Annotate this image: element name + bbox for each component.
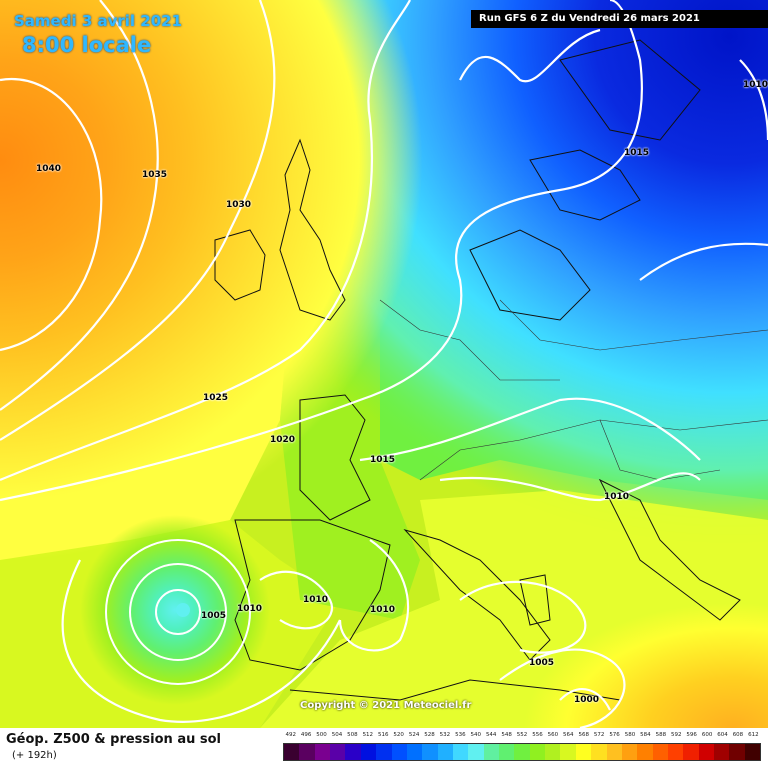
isobar-label: 1025 [203,393,229,403]
low-center-isobars [105,539,251,685]
scale-label: 552 [516,732,528,738]
scale-label: 596 [686,732,697,738]
scale-label: 604 [717,732,728,738]
scale-label: 576 [609,732,620,738]
geopotential-field [0,0,768,728]
color-scale-labels: 492 496 500 504 508 512 516 520 524 528 532 536 540 5… [283,732,761,743]
scale-label: 512 [362,732,374,738]
scale-label: 536 [455,732,466,738]
copyright: Copyright © 2021 Meteociel.fr [300,700,472,711]
scale-label: 600 [701,732,713,738]
scale-swatch [468,744,484,760]
scale-label: 548 [501,732,512,738]
scale-swatch [621,744,638,760]
scale-swatch [744,744,761,760]
legend-title: Géop. Z500 & pression au sol [6,732,221,747]
coastlines [214,39,741,701]
scale-label: 556 [532,732,543,738]
scale-swatch [483,744,500,760]
color-scale-bar [283,743,761,761]
scale-label: 540 [470,732,482,738]
scale-label: 524 [408,732,420,738]
isobar-label: 1040 [36,164,62,174]
scale-swatch [545,744,561,760]
scale-swatch [683,744,699,760]
isobar-label: 1020 [270,435,296,445]
scale-swatch [606,744,622,760]
scale-label: 592 [671,732,682,738]
scale-swatch [637,744,653,760]
scale-swatch [514,744,530,760]
scale-swatch [376,744,392,760]
scale-swatch [575,744,592,760]
scale-swatch [529,744,546,760]
scale-label: 520 [393,732,404,738]
isobar-label: 1010 [237,604,263,614]
model-run-label: Run GFS 6 Z du Vendredi 26 mars 2021 [471,10,768,28]
isobar-label: 1015 [370,455,396,465]
scale-swatch [299,744,315,760]
isobar-label: 1035 [142,170,168,180]
scale-swatch [314,744,331,760]
scale-label: 568 [578,732,589,738]
isobar-label: 1030 [226,200,252,210]
low-iberia [80,515,270,705]
scale-swatch [284,744,300,760]
scale-swatch [591,744,607,760]
isobar-label: 1005 [201,611,227,621]
scale-swatch [360,744,377,760]
scale-swatch [714,744,730,760]
legend-footer: Géop. Z500 & pression au sol (+ 192h) 49… [0,728,768,768]
scale-label: 516 [377,732,389,738]
scale-swatch [437,744,453,760]
scale-swatch [391,744,407,760]
scale-label: 544 [485,732,497,738]
scale-swatch [729,744,745,760]
isobar-label: 1010 [743,80,768,90]
scale-label: 588 [655,732,667,738]
scale-swatch [422,744,438,760]
scale-label: 508 [347,732,358,738]
scale-swatch [652,744,668,760]
scale-label: 572 [593,732,605,738]
scale-swatch [560,744,576,760]
scale-swatch [330,744,346,760]
color-scale: 492 496 500 504 508 512 516 520 524 528 532 536 540 5… [283,732,761,761]
legend-subtitle: (+ 192h) [12,750,57,761]
scale-label: 504 [331,732,343,738]
scale-swatch [667,744,684,760]
forecast-date: Samedi 3 avril 2021 [14,12,183,30]
low-core [176,603,190,617]
scale-label: 496 [300,732,312,738]
scale-swatch [499,744,515,760]
scale-label: 500 [316,732,327,738]
scale-label: 612 [748,732,759,738]
scale-label: 492 [285,732,296,738]
scale-label: 560 [547,732,559,738]
scale-swatch [452,744,469,760]
isobar-label: 1005 [529,658,555,668]
scale-swatch [698,744,715,760]
isobar-label: 1010 [303,595,329,605]
forecast-time: 8:00 locale [22,33,152,57]
scale-label: 608 [732,732,744,738]
isobar-label: 1010 [370,605,396,615]
weather-map: 1040 1035 1030 1025 1020 1015 1015 1010 … [0,0,768,728]
scale-swatch [406,744,423,760]
scale-label: 584 [640,732,651,738]
scale-label: 532 [439,732,451,738]
scale-swatch [345,744,361,760]
isobar-label: 1010 [604,492,630,502]
scale-label: 580 [624,732,636,738]
isobar-label: 1015 [624,148,650,158]
scale-label: 528 [424,732,435,738]
scale-label: 564 [563,732,574,738]
isobar-label: 1000 [574,695,600,705]
